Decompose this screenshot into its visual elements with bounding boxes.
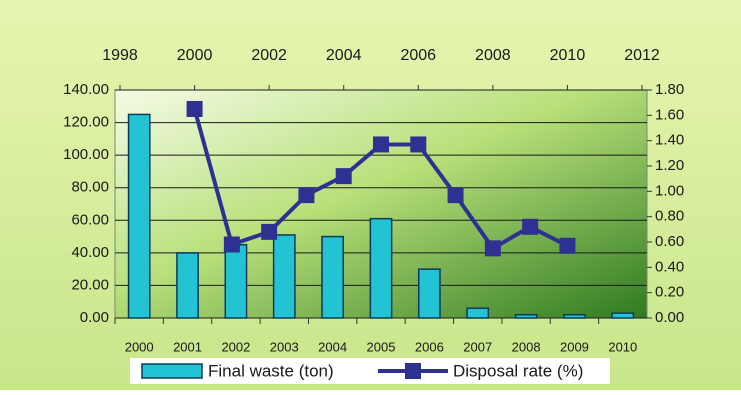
y2-tick-label: 0.20 [655,284,684,301]
line-marker [298,187,315,204]
legend-marker [405,363,421,379]
legend-label: Final waste (ton) [208,361,334,380]
line-marker [522,218,539,235]
x-tick-label: 2009 [560,339,589,354]
line-marker [261,223,278,240]
x-tick-label: 2002 [221,339,250,354]
x2-tick-label: 2000 [177,47,213,64]
bar [514,313,538,319]
y-tick-label: 60.00 [71,211,109,228]
y2-tick-label: 1.60 [655,106,684,123]
bar [417,268,441,319]
bar [321,235,345,319]
x2-tick-label: 2008 [475,47,511,64]
x-tick-label: 2000 [125,339,154,354]
x2-tick-label: 2006 [400,47,436,64]
bar [176,252,199,319]
x2-tick-label: 2004 [326,47,362,64]
line-marker [447,187,464,204]
y2-tick-label: 1.80 [655,81,684,98]
line-marker [410,136,427,153]
line-marker [559,237,576,254]
bar [272,234,296,319]
line-marker [186,101,203,117]
x2-tick-label: 2010 [550,47,586,64]
x-tick-label: 2005 [367,339,396,354]
y2-tick-label: 0.00 [655,309,684,326]
y-tick-label: 120.00 [63,114,109,131]
line-marker [223,236,240,253]
line-marker [335,168,352,185]
y-tick-label: 140.00 [63,81,109,98]
y-tick-label: 40.00 [71,244,109,261]
y2-tick-label: 0.40 [655,258,684,275]
y2-tick-label: 1.20 [655,157,684,174]
y-tick-label: 100.00 [63,146,109,163]
x-tick-label: 2004 [318,339,347,354]
y-tick-label: 20.00 [71,276,109,293]
x-tick-label: 2001 [173,339,202,354]
line-marker [373,136,389,153]
legend [130,358,610,384]
bar [466,307,490,319]
legend-box [130,358,610,384]
legend-label: Disposal rate (%) [453,361,583,380]
bar [563,313,586,319]
y2-tick-label: 0.60 [655,233,684,250]
y2-tick-label: 1.40 [655,132,684,149]
x2-tick-label: 1998 [102,47,138,64]
y2-tick-label: 0.80 [655,208,684,225]
y-tick-label: 80.00 [71,179,109,196]
y2-tick-label: 1.00 [655,182,684,199]
bar [224,243,248,319]
legend-swatch [141,363,203,379]
x-tick-label: 2008 [512,339,541,354]
bar [127,113,151,319]
x-tick-label: 2006 [415,339,444,354]
y-tick-label: 0.00 [80,309,109,326]
x2-tick-label: 2012 [624,47,660,64]
x-tick-label: 2010 [608,339,637,354]
x-tick-label: 2003 [270,339,299,354]
line-marker [484,240,501,257]
bar [369,217,393,319]
x-tick-label: 2007 [463,339,492,354]
bar [611,312,635,319]
x2-tick-label: 2002 [251,47,287,64]
